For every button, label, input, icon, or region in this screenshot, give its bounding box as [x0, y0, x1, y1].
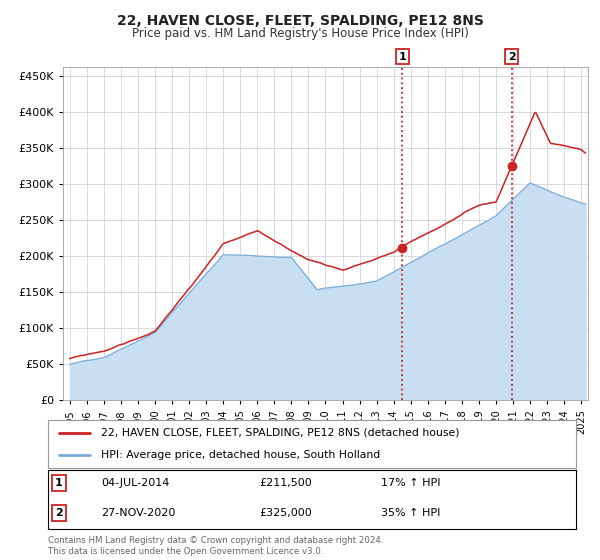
Text: 35% ↑ HPI: 35% ↑ HPI — [380, 508, 440, 518]
Text: 27-NOV-2020: 27-NOV-2020 — [101, 508, 175, 518]
Text: Price paid vs. HM Land Registry's House Price Index (HPI): Price paid vs. HM Land Registry's House … — [131, 27, 469, 40]
Text: HPI: Average price, detached house, South Holland: HPI: Average price, detached house, Sout… — [101, 450, 380, 460]
Text: 1: 1 — [398, 52, 406, 62]
Text: Contains HM Land Registry data © Crown copyright and database right 2024.
This d: Contains HM Land Registry data © Crown c… — [48, 536, 383, 556]
Text: 2: 2 — [55, 508, 62, 518]
Text: £211,500: £211,500 — [259, 478, 312, 488]
Text: 2: 2 — [508, 52, 515, 62]
Text: 17% ↑ HPI: 17% ↑ HPI — [380, 478, 440, 488]
Text: £325,000: £325,000 — [259, 508, 312, 518]
Text: 22, HAVEN CLOSE, FLEET, SPALDING, PE12 8NS (detached house): 22, HAVEN CLOSE, FLEET, SPALDING, PE12 8… — [101, 428, 460, 438]
Text: 1: 1 — [55, 478, 62, 488]
Text: 04-JUL-2014: 04-JUL-2014 — [101, 478, 169, 488]
Text: 22, HAVEN CLOSE, FLEET, SPALDING, PE12 8NS: 22, HAVEN CLOSE, FLEET, SPALDING, PE12 8… — [116, 14, 484, 28]
